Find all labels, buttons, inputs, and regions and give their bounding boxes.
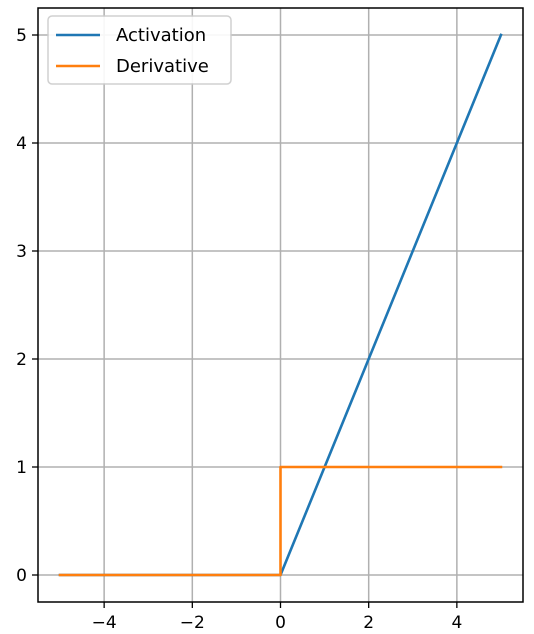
x-tick-label: −2 [180,613,205,633]
y-tick-label: 2 [16,350,27,370]
x-tick-label: 2 [363,613,374,633]
x-axis: −4 −2 0 2 4 [92,602,462,633]
x-tick-label: −4 [92,613,117,633]
y-tick-label: 5 [16,26,27,46]
x-tick-label: 0 [275,613,286,633]
y-tick-label: 3 [16,242,27,262]
series-line-derivative [58,465,503,577]
legend-label-activation: Activation [116,25,206,46]
y-tick-label: 0 [16,566,27,586]
x-tick-label: 4 [451,613,462,633]
y-tick-label: 1 [16,458,27,478]
y-axis: 0 1 2 3 4 5 [16,26,38,586]
y-tick-label: 4 [16,134,27,154]
series-layer [58,33,503,577]
legend-label-derivative: Derivative [116,56,209,77]
legend: Activation Derivative [47,15,232,85]
